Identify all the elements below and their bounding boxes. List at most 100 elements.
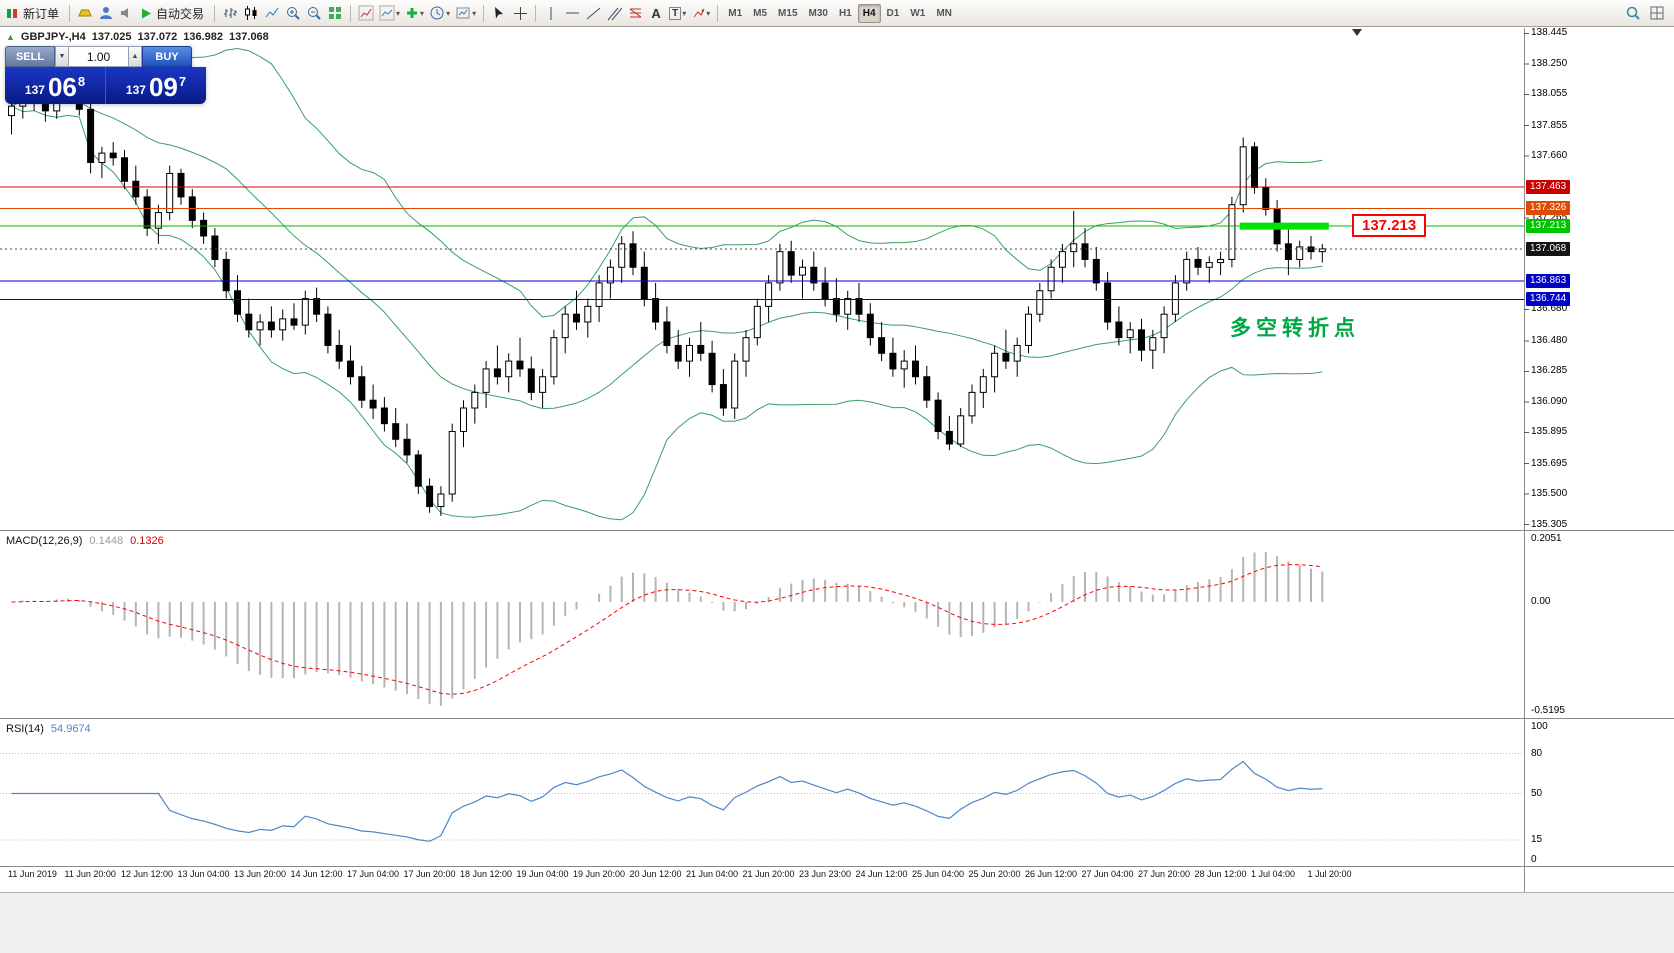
expert-advisors-button[interactable] bbox=[75, 2, 95, 24]
volume-increase-button[interactable]: ▲ bbox=[128, 46, 142, 67]
text-label-icon: T bbox=[669, 6, 682, 20]
zoom-out-icon bbox=[306, 5, 322, 21]
auto-trading-button[interactable]: 自动交易 bbox=[138, 2, 209, 24]
period-button[interactable]: ▾ bbox=[427, 2, 452, 24]
arrows-button[interactable]: ▾ bbox=[689, 2, 712, 24]
symbol-title: GBPJPY-,H4 bbox=[20, 31, 86, 43]
layout-button[interactable] bbox=[1647, 2, 1667, 24]
separator bbox=[350, 4, 352, 22]
time-label: 21 Jun 04:00 bbox=[686, 869, 739, 879]
time-label: 23 Jun 23:00 bbox=[799, 869, 852, 879]
vertical-line-button[interactable] bbox=[541, 2, 561, 24]
timeframe-w1-button[interactable]: W1 bbox=[910, 7, 926, 19]
profile-button[interactable] bbox=[96, 2, 116, 24]
line-chart-button[interactable] bbox=[262, 2, 282, 24]
text-button[interactable]: A bbox=[646, 2, 666, 24]
fibonacci-button[interactable] bbox=[625, 2, 645, 24]
price-tag[interactable]: 137.213 bbox=[1526, 219, 1571, 234]
tile-windows-button[interactable] bbox=[325, 2, 345, 24]
axis-label: 80 bbox=[1531, 747, 1543, 759]
zoom-in-button[interactable] bbox=[283, 2, 303, 24]
axis-label: 0.2051 bbox=[1531, 533, 1562, 544]
timeframe-d1-button[interactable]: D1 bbox=[886, 7, 900, 19]
timeframe-m15-button[interactable]: M15 bbox=[778, 7, 798, 19]
timeframe-m5-button[interactable]: M5 bbox=[753, 7, 768, 19]
price-flag[interactable]: 137.213 bbox=[1352, 214, 1427, 238]
search-button[interactable] bbox=[1623, 2, 1643, 24]
candlestick-chart-icon bbox=[243, 5, 259, 21]
add-indicator-button[interactable]: ▾ bbox=[403, 2, 426, 24]
search-icon bbox=[1625, 5, 1641, 21]
template-chart-button[interactable]: ▾ bbox=[377, 2, 402, 24]
auto-scroll-marker-icon[interactable] bbox=[1352, 29, 1362, 36]
timeframe-mn-button[interactable]: MN bbox=[936, 7, 952, 19]
caret-down-icon: ▾ bbox=[420, 8, 425, 18]
timeframe-h4-button[interactable]: H4 bbox=[857, 3, 881, 23]
separator bbox=[69, 4, 71, 22]
horizontal-line-button[interactable] bbox=[562, 2, 582, 24]
zoom-out-button[interactable] bbox=[304, 2, 324, 24]
new-order-button[interactable]: 新订单 bbox=[3, 2, 64, 24]
sell-price-display[interactable]: 137 06 8 bbox=[5, 67, 105, 104]
rsi-title: RSI(14) bbox=[6, 723, 44, 735]
time-label: 21 Jun 20:00 bbox=[742, 869, 795, 879]
timeframe-m1-button[interactable]: M1 bbox=[728, 7, 743, 19]
buy-price-display[interactable]: 137 09 7 bbox=[105, 67, 206, 104]
candlestick-chart-button[interactable] bbox=[241, 2, 261, 24]
volume-input[interactable] bbox=[69, 46, 128, 67]
timeframe-m30-button[interactable]: M30 bbox=[808, 7, 828, 19]
fibonacci-icon bbox=[628, 6, 643, 21]
time-label: 25 Jun 04:00 bbox=[912, 869, 965, 879]
ohlc-high: 137.072 bbox=[137, 31, 178, 43]
toolbar-right-group bbox=[1623, 2, 1671, 24]
sell-button[interactable]: SELL bbox=[5, 46, 55, 67]
rsi-header: RSI(14) 54.9674 bbox=[6, 723, 91, 735]
time-label: 17 Jun 20:00 bbox=[403, 869, 456, 879]
chart-window-button[interactable]: ▾ bbox=[453, 2, 478, 24]
axis-label: 138.055 bbox=[1531, 88, 1568, 100]
trendline-button[interactable] bbox=[583, 2, 603, 24]
time-label: 19 Jun 04:00 bbox=[516, 869, 569, 879]
time-label: 17 Jun 04:00 bbox=[347, 869, 400, 879]
axis-label: 136.285 bbox=[1531, 365, 1568, 377]
price-tag[interactable]: 136.863 bbox=[1526, 273, 1571, 288]
cursor-button[interactable] bbox=[489, 2, 509, 24]
price-tag[interactable]: 137.326 bbox=[1526, 201, 1571, 216]
add-indicator-icon bbox=[405, 6, 419, 20]
crosshair-button[interactable] bbox=[510, 2, 530, 24]
price-tag[interactable]: 137.068 bbox=[1526, 241, 1571, 256]
bottom-strip bbox=[0, 892, 1674, 953]
axis-label: 136.480 bbox=[1531, 334, 1568, 346]
time-label: 1 Jul 04:00 bbox=[1251, 869, 1296, 879]
separator bbox=[483, 4, 485, 22]
buy-price-figure: 137 bbox=[125, 83, 146, 97]
period-icon bbox=[429, 5, 445, 21]
price-tag[interactable]: 137.463 bbox=[1526, 180, 1571, 195]
timeframe-h1-button[interactable]: H1 bbox=[838, 7, 852, 19]
sell-price-point: 8 bbox=[77, 74, 86, 89]
expert-advisors-icon bbox=[77, 5, 93, 21]
bar-chart-button[interactable] bbox=[220, 2, 240, 24]
caret-down-icon: ▾ bbox=[682, 8, 687, 18]
caret-down-icon: ▾ bbox=[446, 8, 451, 18]
price-tag[interactable]: 136.744 bbox=[1526, 292, 1571, 307]
channel-button[interactable] bbox=[604, 2, 624, 24]
indicators-button[interactable] bbox=[356, 2, 376, 24]
time-label: 27 Jun 20:00 bbox=[1138, 869, 1191, 879]
turning-point-note[interactable]: 多空转折点 bbox=[1230, 317, 1360, 340]
text-label-button[interactable]: T ▾ bbox=[667, 2, 688, 24]
line-chart-icon bbox=[264, 5, 280, 21]
sell-price-pips: 06 bbox=[47, 72, 77, 102]
buy-button[interactable]: BUY bbox=[142, 46, 192, 67]
ohlc-open: 137.025 bbox=[91, 31, 132, 43]
volume-decrease-button[interactable]: ▼ bbox=[55, 46, 69, 67]
axis-label: 100 bbox=[1531, 721, 1548, 732]
time-label: 13 Jun 20:00 bbox=[234, 869, 287, 879]
chart-window-icon bbox=[455, 5, 471, 21]
alerts-button[interactable] bbox=[117, 2, 137, 24]
one-click-toggle-icon[interactable]: ▲ bbox=[6, 32, 15, 42]
axis-label: 135.895 bbox=[1531, 426, 1568, 438]
channel-icon bbox=[607, 6, 622, 21]
